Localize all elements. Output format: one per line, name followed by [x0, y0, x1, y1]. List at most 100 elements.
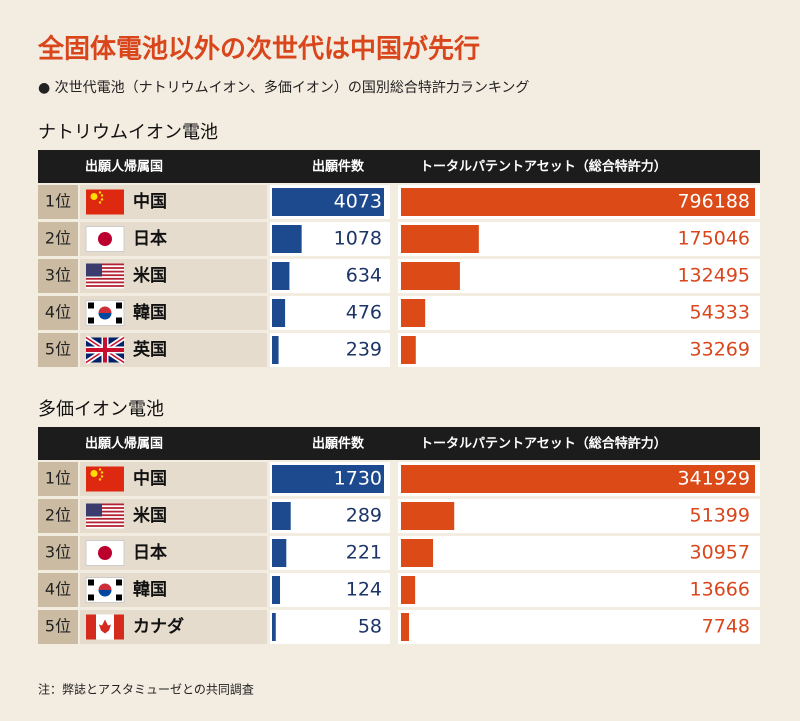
flag-stripe: [86, 517, 124, 520]
assets-value: 175046: [677, 228, 750, 250]
flag-stripe: [86, 270, 124, 273]
header-label: トータルパテントアセット（総合特許力）: [420, 436, 667, 452]
assets-value: 796188: [677, 191, 750, 213]
assets-value: 7748: [702, 616, 750, 638]
flag-trigram: [88, 302, 94, 309]
applications-value: 58: [358, 616, 382, 638]
note: 注：弊誌とアスタミューゼとの共同調査: [38, 682, 254, 697]
applications-bar: [272, 299, 286, 327]
flag-stripe: [86, 285, 124, 287]
title: 全固体電池以外の次世代は中国が先行: [37, 34, 480, 65]
assets-value: 341929: [677, 468, 750, 490]
rank-cell: [38, 333, 78, 367]
rank-cell: [38, 222, 78, 256]
header-label: 出願件数: [312, 159, 365, 175]
flag: [84, 335, 126, 365]
rank-cell: [38, 185, 78, 219]
rank-cell: [38, 536, 78, 570]
country: カナダ: [133, 616, 184, 637]
assets-bar: [401, 613, 410, 641]
flag: [85, 300, 125, 326]
assets-bar: [401, 539, 434, 567]
flag-trigram: [116, 594, 122, 601]
rank: 1位: [45, 192, 71, 211]
applications-value: 239: [346, 339, 382, 361]
flag: [86, 263, 124, 289]
flag-trigram: [116, 317, 122, 324]
flag-star: [98, 478, 102, 481]
flag: [85, 540, 125, 566]
assets-value: 132495: [677, 265, 750, 287]
rank-cell: [38, 296, 78, 330]
applications-value: 124: [346, 579, 382, 601]
rank: 5位: [45, 340, 71, 359]
applications-value: 289: [346, 505, 382, 527]
flag-star: [90, 470, 98, 477]
applications-bar: [272, 576, 281, 604]
assets-cell: [398, 573, 760, 607]
flag-bg: [85, 540, 125, 566]
flag-bg: [86, 466, 124, 492]
applications-cell: [270, 536, 390, 570]
assets-bar: [401, 576, 416, 604]
rank-cell: [38, 610, 78, 644]
applications-cell: [270, 259, 390, 293]
flag-canton: [86, 503, 102, 517]
applications-bar: [272, 262, 290, 290]
flag-star: [98, 468, 102, 471]
rank: 4位: [45, 580, 71, 599]
flag-star: [100, 471, 104, 474]
flag: [86, 614, 124, 640]
flag-star: [98, 191, 102, 194]
assets-value: 13666: [690, 579, 750, 601]
assets-cell: [398, 610, 760, 644]
assets-bar: [401, 465, 755, 493]
assets-bar: [401, 336, 416, 364]
flag-star: [90, 193, 98, 200]
country: 米国: [133, 505, 167, 526]
header-label: トータルパテントアセット（総合特許力）: [420, 159, 667, 175]
flag-stripe: [86, 521, 124, 524]
country: 英国: [133, 339, 167, 360]
subtitle: ● 次世代電池（ナトリウムイオン、多価イオン）の国別総合特許力ランキング: [38, 79, 529, 96]
assets-cell: [398, 296, 760, 330]
country: 韓国: [133, 302, 167, 323]
applications-value: 1730: [334, 468, 382, 490]
rank-cell: [38, 573, 78, 607]
flag-bg: [86, 189, 124, 215]
assets-bar: [401, 262, 460, 290]
rank: 2位: [45, 506, 71, 525]
country: 中国: [133, 191, 167, 212]
rank: 5位: [45, 617, 71, 636]
assets-bar: [401, 502, 455, 530]
flag-star: [98, 201, 102, 204]
flag: [85, 577, 125, 603]
flag-cross: [86, 337, 124, 363]
header-row: [38, 150, 760, 183]
rank-cell: [38, 462, 78, 496]
assets-bar: [401, 225, 479, 253]
flag-stripe: [86, 525, 124, 527]
header-label: 出願人帰属国: [85, 159, 163, 175]
assets-cell: [398, 536, 760, 570]
country: 日本: [133, 228, 167, 249]
assets-value: 33269: [690, 339, 750, 361]
applications-value: 221: [346, 542, 382, 564]
country: 日本: [133, 542, 167, 563]
applications-bar: [272, 225, 302, 253]
flag-taeguk: [98, 590, 112, 597]
rank: 2位: [45, 229, 71, 248]
assets-bar: [401, 299, 426, 327]
flag-leaf: [99, 619, 111, 634]
header-label: 出願件数: [312, 436, 365, 452]
country: 韓国: [133, 579, 167, 600]
flag-taeguk: [98, 313, 112, 320]
flag-stripe: [86, 263, 124, 266]
applications-bar: [272, 502, 291, 530]
assets-value: 54333: [690, 302, 750, 324]
flag-stripe: [86, 514, 124, 517]
flag-trigram: [116, 302, 122, 309]
flag-stripe: [86, 277, 124, 280]
flag-stripe: [86, 503, 124, 506]
